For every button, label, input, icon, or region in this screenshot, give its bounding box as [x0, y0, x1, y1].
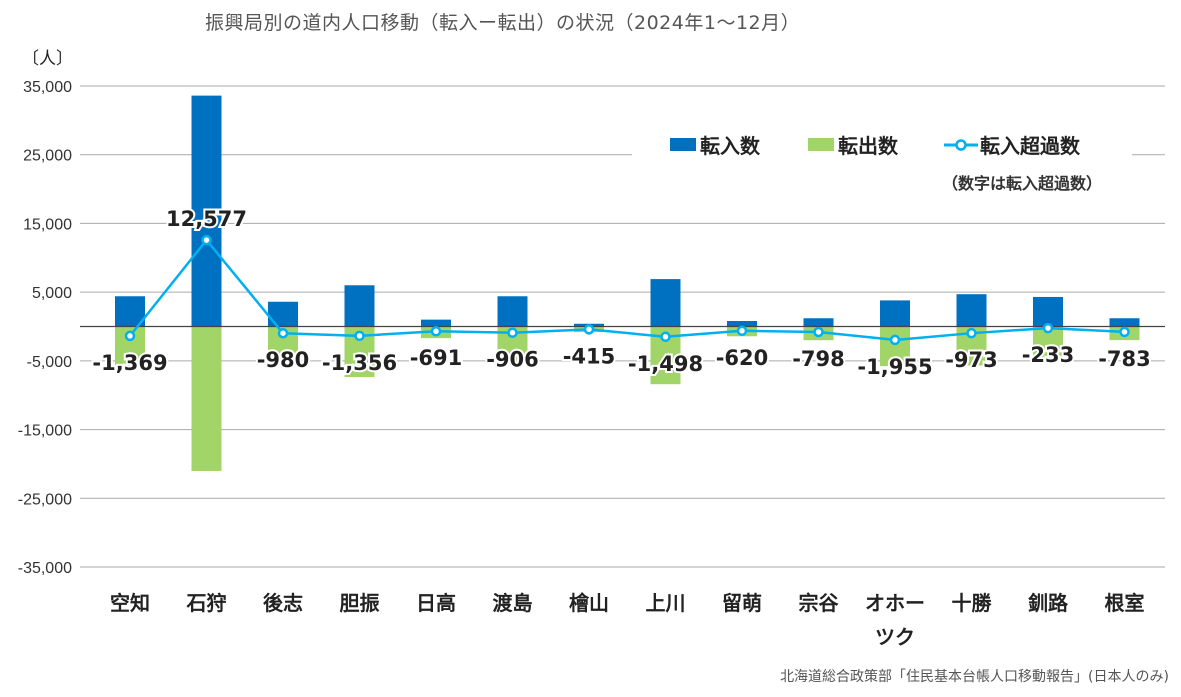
data-label-宗谷: -798	[792, 347, 845, 371]
x-tick-label: 石狩	[186, 591, 227, 615]
y-tick-label: -15,000	[18, 423, 72, 440]
bar-in-宗谷	[803, 318, 834, 327]
net-point-根室	[1119, 326, 1130, 338]
net-line	[129, 238, 1125, 342]
y-tick-label: 15,000	[23, 216, 72, 233]
x-tick-label: 留萌	[722, 591, 762, 615]
x-tick-label: 釧路	[1028, 591, 1069, 615]
x-tick-label: 胆振	[340, 591, 380, 615]
bar-in-釧路	[1033, 296, 1063, 327]
x-tick-label: 渡島	[493, 591, 533, 615]
legend-label-in: 転入数	[700, 134, 760, 158]
x-tick-label: 空知	[110, 591, 150, 615]
legend-item-out: 転出数	[808, 130, 898, 159]
bar-in-オホーツク	[880, 300, 910, 327]
legend-swatch-in	[670, 138, 696, 151]
chart-title: 振興局別の道内人口移動（転入ー転出）の状況（2024年1～12月）	[205, 12, 801, 34]
bar-in-上川	[650, 279, 681, 327]
data-label-後志: -980	[257, 348, 310, 372]
net-point-渡島	[507, 327, 518, 338]
net-point-十勝	[966, 327, 977, 339]
bar-in-後志	[268, 301, 298, 327]
legend: 転入数 転出数 転入超過数 （数字は転入超過数）	[632, 128, 1132, 198]
data-label-日高: -691	[410, 346, 463, 370]
x-tick-label: 日高	[416, 591, 456, 615]
data-label-檜山: -415	[563, 344, 616, 368]
bar-in-渡島	[497, 296, 528, 327]
annotation-note: （数字は転入超過数）	[941, 174, 1102, 193]
x-tick-label: 上川	[646, 591, 686, 615]
legend-item-net: 転入超過数	[944, 130, 1080, 159]
bar-in-石狩	[191, 95, 222, 327]
net-point-オホーツク	[889, 334, 901, 346]
legend-line-marker-icon	[944, 138, 978, 151]
x-tick-label: 後志	[263, 591, 303, 615]
data-label-胆振: -1,356	[322, 351, 397, 375]
data-label-根室: -783	[1098, 347, 1151, 371]
data-label-上川: -1,498	[628, 352, 703, 376]
net-point-釧路	[1042, 322, 1054, 334]
bar-in-日高	[421, 319, 451, 327]
y-tick-label: -5,000	[27, 354, 72, 371]
data-label-釧路: -233	[1022, 343, 1075, 367]
net-point-檜山	[583, 324, 595, 335]
net-point-宗谷	[813, 326, 824, 338]
net-point-後志	[277, 327, 289, 339]
y-tick-label: 5,000	[32, 285, 72, 302]
legend-item-in: 転入数	[670, 130, 760, 159]
legend-swatch-out	[808, 138, 834, 151]
y-tick-label: 35,000	[23, 79, 72, 96]
legend-label-net: 転入超過数	[980, 134, 1080, 158]
data-label-空知: -1,369	[92, 351, 167, 375]
data-label-石狩: 12,577	[166, 207, 247, 231]
x-tick-label: 根室	[1105, 591, 1145, 615]
legend-label-out: 転出数	[838, 134, 898, 158]
bar-out-石狩	[191, 326, 222, 471]
data-label-留萌: -620	[716, 346, 769, 370]
bar-out-オホーツク	[880, 326, 910, 367]
y-tick-label: 25,000	[23, 148, 72, 165]
bar-in-胆振	[344, 285, 375, 327]
x-tick-label: オホー	[865, 591, 925, 615]
y-tick-label: -25,000	[18, 491, 72, 508]
net-point-空知	[124, 330, 136, 342]
net-point-日高	[430, 325, 442, 337]
source-note: 北海道総合政策部「住民基本台帳人口移動報告」(日本人のみ)	[780, 669, 1169, 685]
bar-in-十勝	[956, 294, 987, 327]
net-point-胆振	[354, 330, 365, 342]
bar-in-留萌	[727, 321, 757, 327]
data-label-十勝: -973	[945, 348, 998, 372]
x-tick-label: 宗谷	[799, 591, 840, 615]
x-tick-label: 檜山	[569, 591, 609, 615]
net-point-石狩	[201, 234, 212, 246]
data-label-オホーツク: -1,955	[857, 355, 932, 379]
net-point-留萌	[736, 325, 748, 337]
y-axis-unit: 〔人〕	[22, 49, 73, 69]
x-tick-label: 十勝	[952, 591, 993, 615]
y-tick-label: -35,000	[18, 560, 72, 577]
data-label-渡島: -906	[486, 348, 539, 372]
bar-in-根室	[1109, 318, 1140, 327]
x-tick-label: ツク	[875, 625, 915, 649]
net-point-上川	[660, 331, 671, 343]
